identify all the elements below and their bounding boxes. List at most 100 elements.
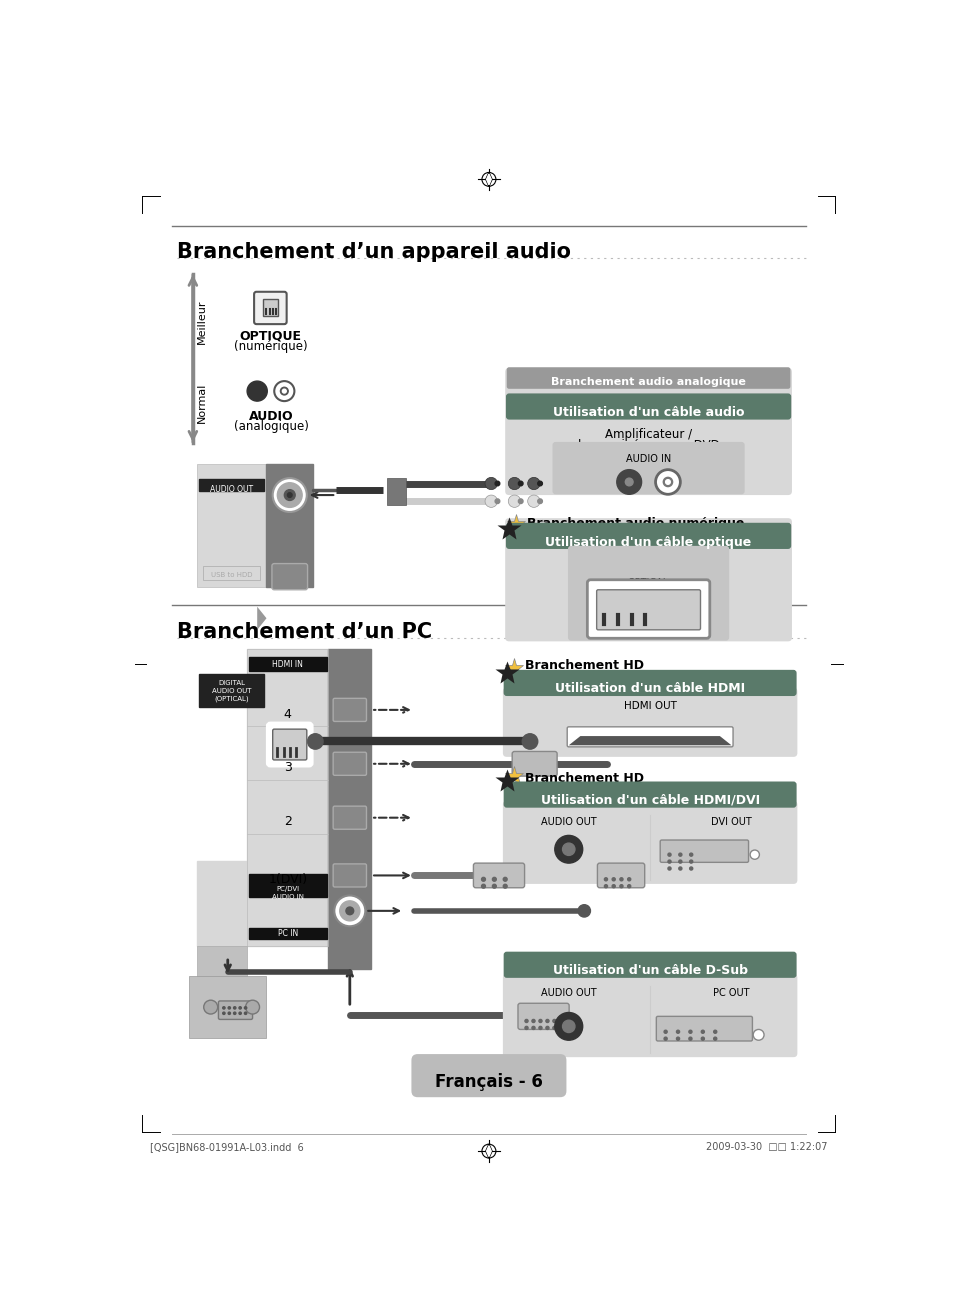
FancyBboxPatch shape — [502, 801, 797, 884]
Circle shape — [508, 477, 520, 489]
Bar — [328, 650, 371, 969]
Circle shape — [339, 901, 359, 920]
Text: Français - 6: Français - 6 — [435, 1073, 542, 1090]
Circle shape — [484, 494, 497, 508]
Polygon shape — [486, 1145, 491, 1156]
Text: Branchement audio numérique: Branchement audio numérique — [526, 517, 743, 530]
Text: 4: 4 — [284, 707, 292, 721]
FancyBboxPatch shape — [505, 523, 790, 548]
Circle shape — [689, 860, 692, 863]
Circle shape — [503, 884, 507, 888]
Circle shape — [233, 1013, 235, 1014]
FancyBboxPatch shape — [273, 729, 307, 760]
Circle shape — [517, 481, 522, 485]
FancyBboxPatch shape — [505, 518, 791, 642]
Circle shape — [233, 1007, 235, 1009]
FancyBboxPatch shape — [656, 1016, 752, 1041]
Circle shape — [667, 860, 670, 863]
Bar — [247, 650, 328, 945]
Circle shape — [655, 469, 679, 494]
Circle shape — [753, 1030, 763, 1040]
Circle shape — [222, 1007, 225, 1009]
Text: Utilisation d'un câble HDMI: Utilisation d'un câble HDMI — [555, 682, 744, 696]
Circle shape — [663, 1030, 666, 1034]
Bar — [249, 928, 327, 939]
Circle shape — [713, 1030, 716, 1034]
Polygon shape — [257, 606, 266, 630]
FancyBboxPatch shape — [333, 806, 366, 830]
Circle shape — [517, 498, 522, 504]
Circle shape — [495, 498, 499, 504]
Circle shape — [562, 1020, 575, 1032]
Text: OPTICAL: OPTICAL — [627, 579, 668, 588]
Circle shape — [689, 853, 692, 856]
Circle shape — [307, 734, 323, 750]
Circle shape — [713, 1038, 716, 1040]
Circle shape — [484, 477, 497, 489]
FancyBboxPatch shape — [503, 669, 796, 696]
FancyBboxPatch shape — [505, 368, 791, 494]
Text: Utilisation d'un câble audio: Utilisation d'un câble audio — [552, 406, 743, 418]
Circle shape — [665, 480, 670, 484]
FancyBboxPatch shape — [267, 723, 312, 767]
Text: HDMI OUT: HDMI OUT — [623, 701, 676, 710]
Text: AUDIO OUT: AUDIO OUT — [540, 988, 596, 998]
Polygon shape — [486, 174, 491, 184]
Circle shape — [578, 905, 590, 917]
Text: OPTIQUE: OPTIQUE — [239, 330, 301, 342]
FancyBboxPatch shape — [503, 952, 796, 978]
Circle shape — [244, 1013, 247, 1014]
Bar — [509, 370, 787, 387]
Circle shape — [239, 1007, 241, 1009]
Circle shape — [688, 1030, 691, 1034]
Circle shape — [508, 494, 520, 508]
FancyBboxPatch shape — [587, 580, 709, 638]
Circle shape — [676, 1030, 679, 1034]
Text: PC OUT: PC OUT — [713, 988, 749, 998]
Circle shape — [553, 1027, 556, 1030]
FancyBboxPatch shape — [473, 863, 524, 888]
FancyBboxPatch shape — [502, 974, 797, 1057]
Text: PC/DVI
AUDIO IN: PC/DVI AUDIO IN — [272, 886, 303, 899]
Circle shape — [676, 1038, 679, 1040]
Circle shape — [627, 885, 630, 888]
FancyBboxPatch shape — [506, 367, 790, 389]
FancyBboxPatch shape — [517, 1003, 569, 1030]
Circle shape — [503, 877, 507, 881]
Circle shape — [334, 896, 365, 926]
Text: 2009-03-30  □□ 1:22:07: 2009-03-30 □□ 1:22:07 — [705, 1141, 827, 1152]
Circle shape — [617, 469, 641, 494]
Circle shape — [524, 1019, 528, 1023]
Bar — [266, 464, 313, 588]
Text: AUDIO OUT: AUDIO OUT — [540, 817, 596, 827]
Circle shape — [284, 489, 294, 501]
Circle shape — [679, 860, 681, 863]
FancyBboxPatch shape — [512, 751, 557, 776]
Text: (analogique): (analogique) — [233, 419, 308, 433]
Circle shape — [612, 885, 615, 888]
Bar — [196, 464, 266, 588]
Circle shape — [245, 1001, 259, 1014]
Circle shape — [280, 387, 288, 394]
Text: Branchement HD: Branchement HD — [524, 659, 643, 672]
Circle shape — [663, 1038, 666, 1040]
Text: DVI OUT: DVI OUT — [710, 817, 751, 827]
Bar — [247, 650, 328, 945]
Circle shape — [228, 1007, 231, 1009]
Polygon shape — [485, 172, 492, 187]
Circle shape — [679, 853, 681, 856]
Circle shape — [627, 877, 630, 881]
Polygon shape — [568, 736, 731, 746]
Circle shape — [612, 877, 615, 881]
Circle shape — [555, 1013, 582, 1040]
FancyBboxPatch shape — [552, 442, 744, 494]
Circle shape — [679, 867, 681, 871]
FancyBboxPatch shape — [333, 698, 366, 722]
Bar — [199, 675, 264, 706]
Text: AUDIO OUT: AUDIO OUT — [210, 485, 253, 494]
Text: Branchement d’un PC: Branchement d’un PC — [177, 622, 432, 642]
FancyBboxPatch shape — [505, 393, 790, 419]
Circle shape — [604, 877, 607, 881]
FancyBboxPatch shape — [596, 589, 700, 630]
Text: HDMI IN: HDMI IN — [273, 660, 303, 669]
